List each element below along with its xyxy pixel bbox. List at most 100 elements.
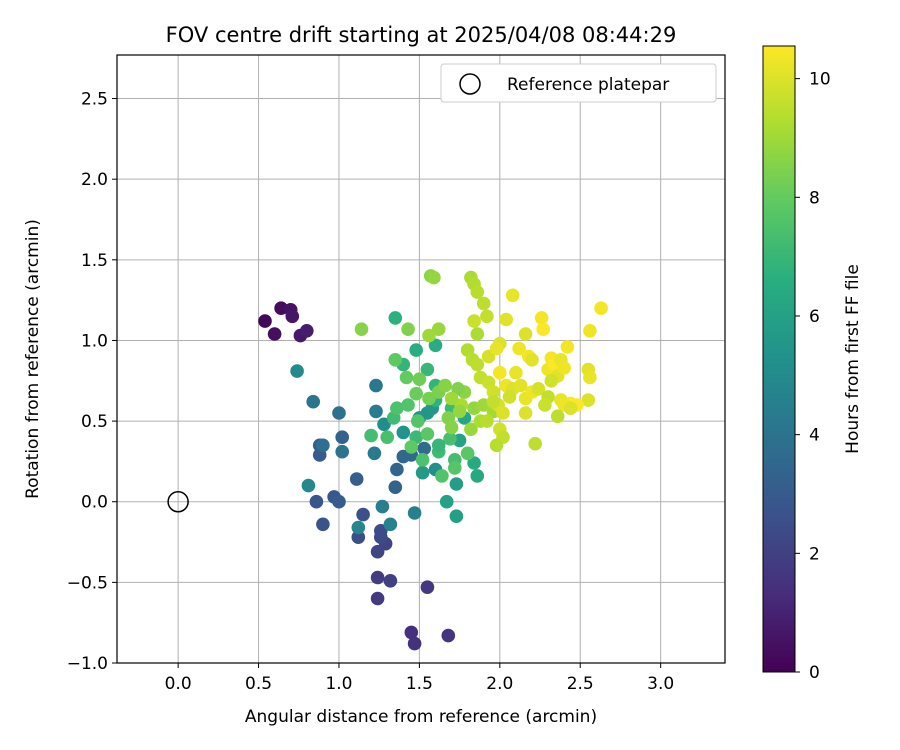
data-point xyxy=(449,477,464,491)
data-point xyxy=(388,480,403,495)
data-point xyxy=(370,570,385,585)
colorbar: 0 2 4 6 8 10 Hours from first FF file xyxy=(762,45,863,683)
data-point xyxy=(470,285,485,299)
data-point xyxy=(396,425,411,440)
chart-title: FOV centre drift starting at 2025/04/08 … xyxy=(166,23,677,47)
data-points xyxy=(258,269,608,651)
data-point xyxy=(335,430,350,445)
data-point xyxy=(374,524,388,538)
data-point xyxy=(420,427,435,441)
data-point xyxy=(428,338,443,353)
data-point xyxy=(349,472,364,486)
data-point xyxy=(427,270,441,285)
data-point xyxy=(438,378,452,393)
colorbar-label: Hours from first FF file xyxy=(843,264,863,454)
data-point xyxy=(367,446,382,461)
data-point xyxy=(444,420,459,435)
data-point xyxy=(409,343,424,357)
data-point xyxy=(422,391,436,406)
colorbar-tick-label: 8 xyxy=(809,188,820,208)
data-point xyxy=(470,327,485,341)
data-point xyxy=(464,422,478,437)
data-point xyxy=(531,382,546,396)
data-point xyxy=(335,444,350,459)
data-point xyxy=(489,341,504,356)
data-point xyxy=(470,357,485,372)
data-point xyxy=(290,364,304,378)
data-point xyxy=(512,341,526,356)
data-point xyxy=(401,398,415,412)
data-point xyxy=(443,432,457,446)
y-tick-label: 1.0 xyxy=(81,331,108,351)
data-point xyxy=(439,494,454,509)
data-point xyxy=(417,441,432,456)
data-point xyxy=(518,406,533,420)
data-point xyxy=(583,324,597,338)
data-point xyxy=(538,398,552,412)
data-point xyxy=(449,509,464,523)
x-tick-label: 3.0 xyxy=(647,674,674,694)
data-point xyxy=(407,636,422,651)
x-tick-label: 0.0 xyxy=(165,674,192,694)
data-point xyxy=(258,314,272,328)
data-point xyxy=(452,404,467,419)
data-point xyxy=(560,340,575,354)
data-point xyxy=(301,478,316,493)
data-point xyxy=(399,370,414,385)
data-point xyxy=(496,406,510,420)
legend-entry-label: Reference platepar xyxy=(507,75,669,95)
data-point xyxy=(332,494,346,509)
data-point xyxy=(411,414,425,428)
data-point xyxy=(594,301,608,316)
data-point xyxy=(480,414,494,428)
data-point xyxy=(581,393,596,407)
data-point xyxy=(557,361,571,375)
data-point xyxy=(375,499,390,514)
data-point xyxy=(502,390,517,404)
data-point xyxy=(300,324,314,338)
data-point xyxy=(370,544,385,559)
y-tick-label: 0.5 xyxy=(81,412,108,432)
data-point xyxy=(486,385,501,399)
colorbar-ticks: 0 2 4 6 8 10 xyxy=(795,70,831,683)
data-point xyxy=(518,327,533,341)
data-point xyxy=(505,288,520,303)
data-point xyxy=(470,469,485,483)
data-point xyxy=(486,394,501,409)
colorbar-tick-label: 4 xyxy=(809,426,820,446)
y-tick-label: 1.5 xyxy=(81,251,108,271)
data-point xyxy=(390,462,404,477)
data-point xyxy=(444,391,459,406)
data-point xyxy=(467,456,481,470)
data-point xyxy=(364,428,378,443)
data-point xyxy=(369,378,383,393)
colorbar-tick-label: 10 xyxy=(809,70,831,90)
data-point xyxy=(404,440,419,454)
y-tick-label: −1.0 xyxy=(67,654,108,674)
x-tick-label: 1.0 xyxy=(325,674,352,694)
data-point xyxy=(377,417,391,432)
data-point xyxy=(380,430,395,445)
data-point xyxy=(401,322,415,337)
data-point xyxy=(489,438,504,453)
x-tick-label: 2.5 xyxy=(567,674,594,694)
data-point xyxy=(476,296,491,311)
data-point xyxy=(528,436,542,451)
data-point xyxy=(499,312,513,327)
data-point xyxy=(383,517,398,532)
data-point xyxy=(351,520,366,535)
y-tick-label: −0.5 xyxy=(67,573,108,593)
data-point xyxy=(369,404,383,419)
plot-frame xyxy=(116,54,726,664)
data-point xyxy=(316,517,330,532)
data-point xyxy=(354,322,369,337)
y-tick-label: 2.0 xyxy=(81,170,108,190)
legend: Reference platepar xyxy=(440,63,717,103)
legend-box xyxy=(440,63,717,103)
data-point xyxy=(409,386,424,401)
data-point xyxy=(267,327,282,341)
data-point xyxy=(351,530,366,544)
data-point xyxy=(583,370,597,385)
